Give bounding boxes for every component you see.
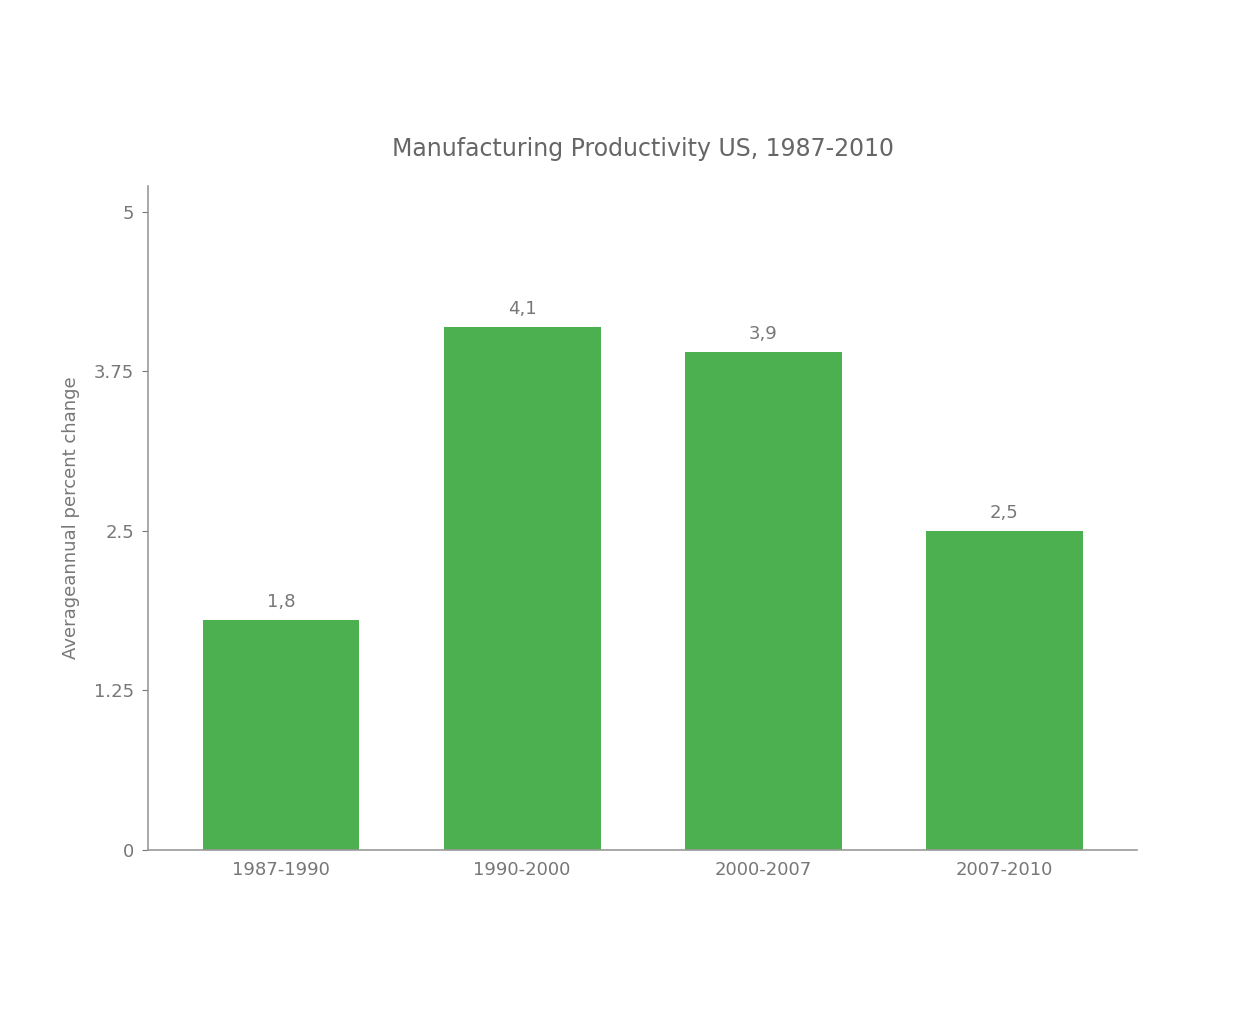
Text: 2,5: 2,5: [990, 503, 1018, 522]
Text: 4,1: 4,1: [508, 299, 536, 318]
Bar: [203, 620, 360, 850]
Title: Manufacturing Productivity US, 1987-2010: Manufacturing Productivity US, 1987-2010: [392, 137, 894, 161]
Text: 3,9: 3,9: [749, 325, 777, 343]
Bar: [444, 326, 601, 850]
Text: 1,8: 1,8: [267, 593, 295, 611]
Bar: [926, 530, 1083, 850]
Bar: [685, 352, 842, 850]
Y-axis label: Averageannual percent change: Averageannual percent change: [62, 377, 80, 659]
